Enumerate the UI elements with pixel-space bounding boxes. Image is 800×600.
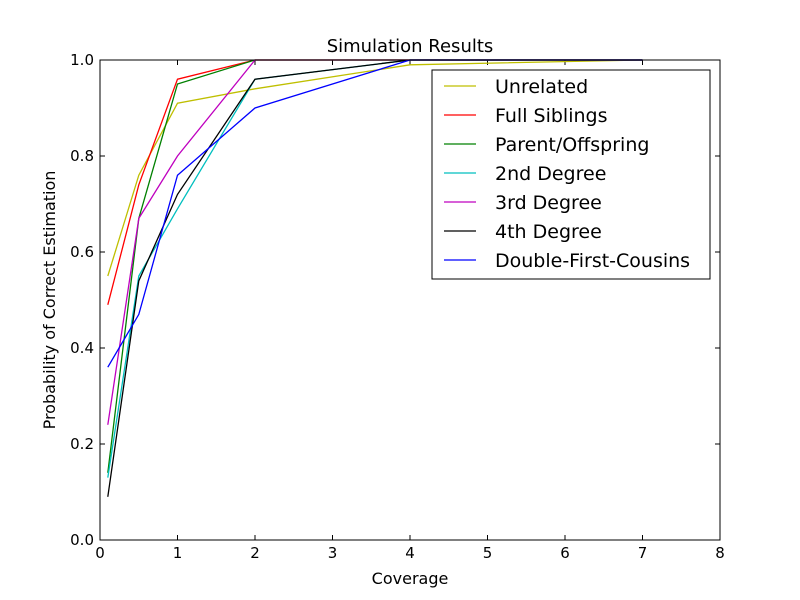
legend: Unrelated Full Siblings Parent/Offspring 2n…: [431, 69, 711, 280]
chart-title: Simulation Results: [327, 36, 494, 57]
x-tick-label: 8: [715, 544, 725, 562]
y-axis-label: Probability of Correct Estimation: [40, 171, 59, 430]
legend-label: Parent/Offspring: [495, 134, 649, 156]
x-tick-label: 2: [250, 544, 260, 562]
legend-label: 2nd Degree: [495, 163, 606, 185]
x-tick-label: 1: [173, 544, 183, 562]
y-tick-label: 0.4: [70, 339, 94, 357]
series-line-0: [107, 59, 643, 277]
legend-label: 3rd Degree: [495, 192, 602, 214]
legend-label: 4th Degree: [495, 221, 602, 243]
y-tick-label: 0.2: [70, 435, 94, 453]
legend-label: Full Siblings: [495, 105, 608, 127]
x-tick-label: 6: [560, 544, 570, 562]
x-tick-label: 3: [328, 544, 338, 562]
y-tick-label: 0.8: [70, 147, 94, 165]
y-tick-label: 1.0: [70, 51, 94, 69]
x-axis-label: Coverage: [372, 569, 449, 588]
x-tick-label: 7: [638, 544, 648, 562]
y-tick-label: 0.0: [70, 531, 94, 549]
legend-box: [431, 69, 711, 280]
legend-label: Unrelated: [495, 76, 588, 98]
x-tick-label: 4: [405, 544, 415, 562]
plot-frame: [99, 59, 721, 541]
x-tick-label: 0: [95, 544, 105, 562]
y-tick-label: 0.6: [70, 243, 94, 261]
x-tick-label: 5: [483, 544, 493, 562]
legend-label: Double-First-Cousins: [495, 250, 690, 272]
